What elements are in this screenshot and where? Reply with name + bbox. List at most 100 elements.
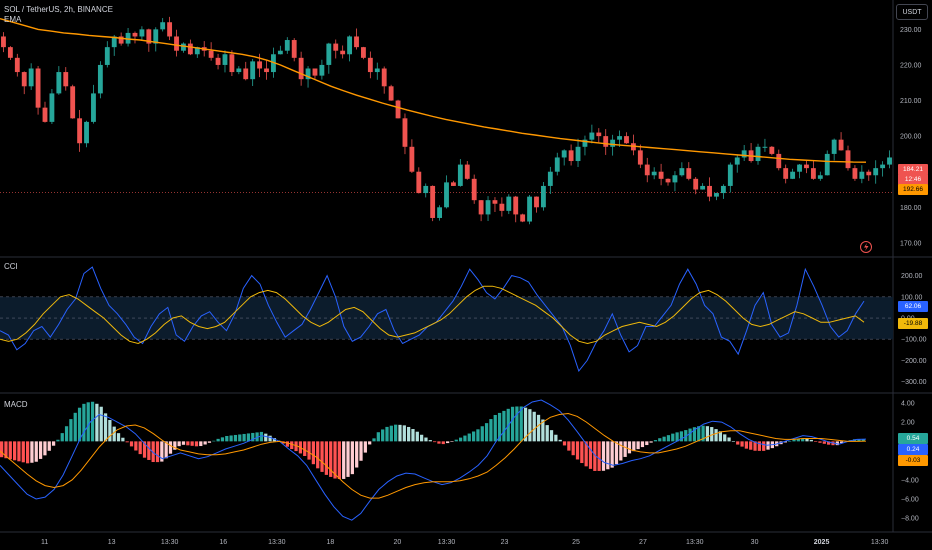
candle-body xyxy=(146,29,152,44)
currency-button[interactable]: USDT xyxy=(896,4,928,20)
macd-histogram-bar xyxy=(372,438,376,442)
macd-histogram-bar xyxy=(56,439,60,442)
macd-histogram-bar xyxy=(614,441,619,465)
macd-histogram-bar xyxy=(450,441,454,442)
macd-axis-tick: −8.00 xyxy=(901,516,919,523)
macd-histogram-bar xyxy=(454,439,458,442)
cci-axis-tick: 100.00 xyxy=(901,294,923,301)
macd-histogram-bar xyxy=(710,427,714,442)
candle-body xyxy=(734,157,740,165)
macd-histogram-bar xyxy=(151,441,155,463)
candle-body xyxy=(347,36,353,55)
time-axis-tick: 2025 xyxy=(814,539,830,546)
candle-body xyxy=(208,50,214,58)
candle-body xyxy=(617,136,622,140)
macd-line xyxy=(0,399,867,521)
candle-body xyxy=(63,72,69,87)
macd-histogram-bar xyxy=(723,434,727,442)
macd-histogram-bar xyxy=(545,425,549,442)
macd-histogram-bar xyxy=(658,438,662,442)
macd-histogram-bar xyxy=(216,438,220,442)
candle-body xyxy=(589,132,595,140)
candle-body xyxy=(575,146,581,162)
candle-body xyxy=(326,43,332,65)
macd-histogram-bar xyxy=(177,441,181,447)
candle-body xyxy=(450,182,456,186)
macd-histogram-bar xyxy=(471,431,476,442)
macd-histogram-bar xyxy=(242,433,246,442)
macd-histogram-bar xyxy=(385,426,389,442)
candle-body xyxy=(492,200,498,204)
candle-body xyxy=(762,146,768,148)
macd-histogram-bar xyxy=(493,414,497,442)
macd-histogram-bar xyxy=(121,437,125,442)
candle-body xyxy=(187,43,193,55)
macd-histogram-bar xyxy=(12,441,17,461)
candle-body xyxy=(222,54,228,65)
candle-body xyxy=(374,68,380,73)
macd-histogram-bar xyxy=(229,435,233,442)
macd-histogram-bar xyxy=(285,441,290,447)
candle-body xyxy=(776,153,782,169)
candle-body xyxy=(547,171,553,186)
time-axis-tick: 13:30 xyxy=(686,539,704,546)
candle-body xyxy=(437,207,443,218)
candle-body xyxy=(250,61,256,80)
candle-body xyxy=(444,182,449,208)
macd-histogram-bar xyxy=(47,441,51,451)
macd-histogram-bar xyxy=(415,431,419,442)
candle-body xyxy=(478,200,484,215)
macd-histogram-bar xyxy=(705,426,710,442)
ema-legend[interactable]: EMA xyxy=(4,15,22,24)
macd-histogram-bar xyxy=(484,423,489,442)
macd-histogram-bar xyxy=(809,439,813,442)
candle-body xyxy=(319,64,325,76)
macd-legend[interactable]: MACD xyxy=(4,400,28,409)
cci-axis-tick: 200.00 xyxy=(901,273,923,280)
candle-body xyxy=(554,157,560,172)
time-axis-tick: 30 xyxy=(751,539,759,546)
candle-body xyxy=(610,139,616,147)
cci-value-tag: 62.06 xyxy=(898,301,928,312)
macd-histogram-bar xyxy=(571,441,575,456)
macd-histogram-bar xyxy=(212,440,216,442)
time-axis-tick: 23 xyxy=(501,539,509,546)
candle-body xyxy=(672,175,678,183)
macd-histogram-bar xyxy=(645,441,649,446)
macd-histogram-bar xyxy=(653,440,658,442)
macd-histogram-bar xyxy=(601,441,606,471)
macd-histogram-bar xyxy=(567,441,571,451)
candle-body xyxy=(471,178,477,201)
macd-histogram-bar xyxy=(727,437,731,442)
macd-signal-line xyxy=(0,412,867,499)
price-axis-tick: 200.00 xyxy=(900,134,922,141)
candle-body xyxy=(540,185,546,208)
cci-axis-tick: −100.00 xyxy=(901,337,927,344)
macd-histogram-bar xyxy=(34,441,38,462)
cci-legend[interactable]: CCI xyxy=(4,262,18,271)
candle-body xyxy=(416,171,422,194)
macd-histogram-bar xyxy=(840,441,844,444)
macd-histogram-bar xyxy=(783,441,787,443)
macd-histogram-bar xyxy=(311,441,316,465)
macd-histogram-bar xyxy=(38,441,43,459)
macd-histogram-bar xyxy=(4,441,8,459)
candle-body xyxy=(707,185,712,197)
candle-body xyxy=(118,36,124,44)
macd-histogram-bar xyxy=(307,441,311,460)
macd-histogram-bar xyxy=(168,441,173,454)
time-axis-tick: 13:30 xyxy=(161,539,179,546)
last-price-tag: 184.21 xyxy=(898,164,928,175)
candle-body xyxy=(513,196,519,215)
macd-histogram-bar xyxy=(350,441,354,475)
macd-histogram-bar xyxy=(835,441,839,446)
macd-histogram-bar xyxy=(588,441,593,469)
candle-body xyxy=(797,164,802,172)
macd-histogram-bar xyxy=(489,419,493,442)
macd-histogram-bar xyxy=(155,441,160,463)
macd-histogram-bar xyxy=(502,410,506,442)
candle-body xyxy=(402,118,408,147)
macd-histogram-bar xyxy=(697,426,701,442)
macd-histogram-bar xyxy=(402,425,406,442)
